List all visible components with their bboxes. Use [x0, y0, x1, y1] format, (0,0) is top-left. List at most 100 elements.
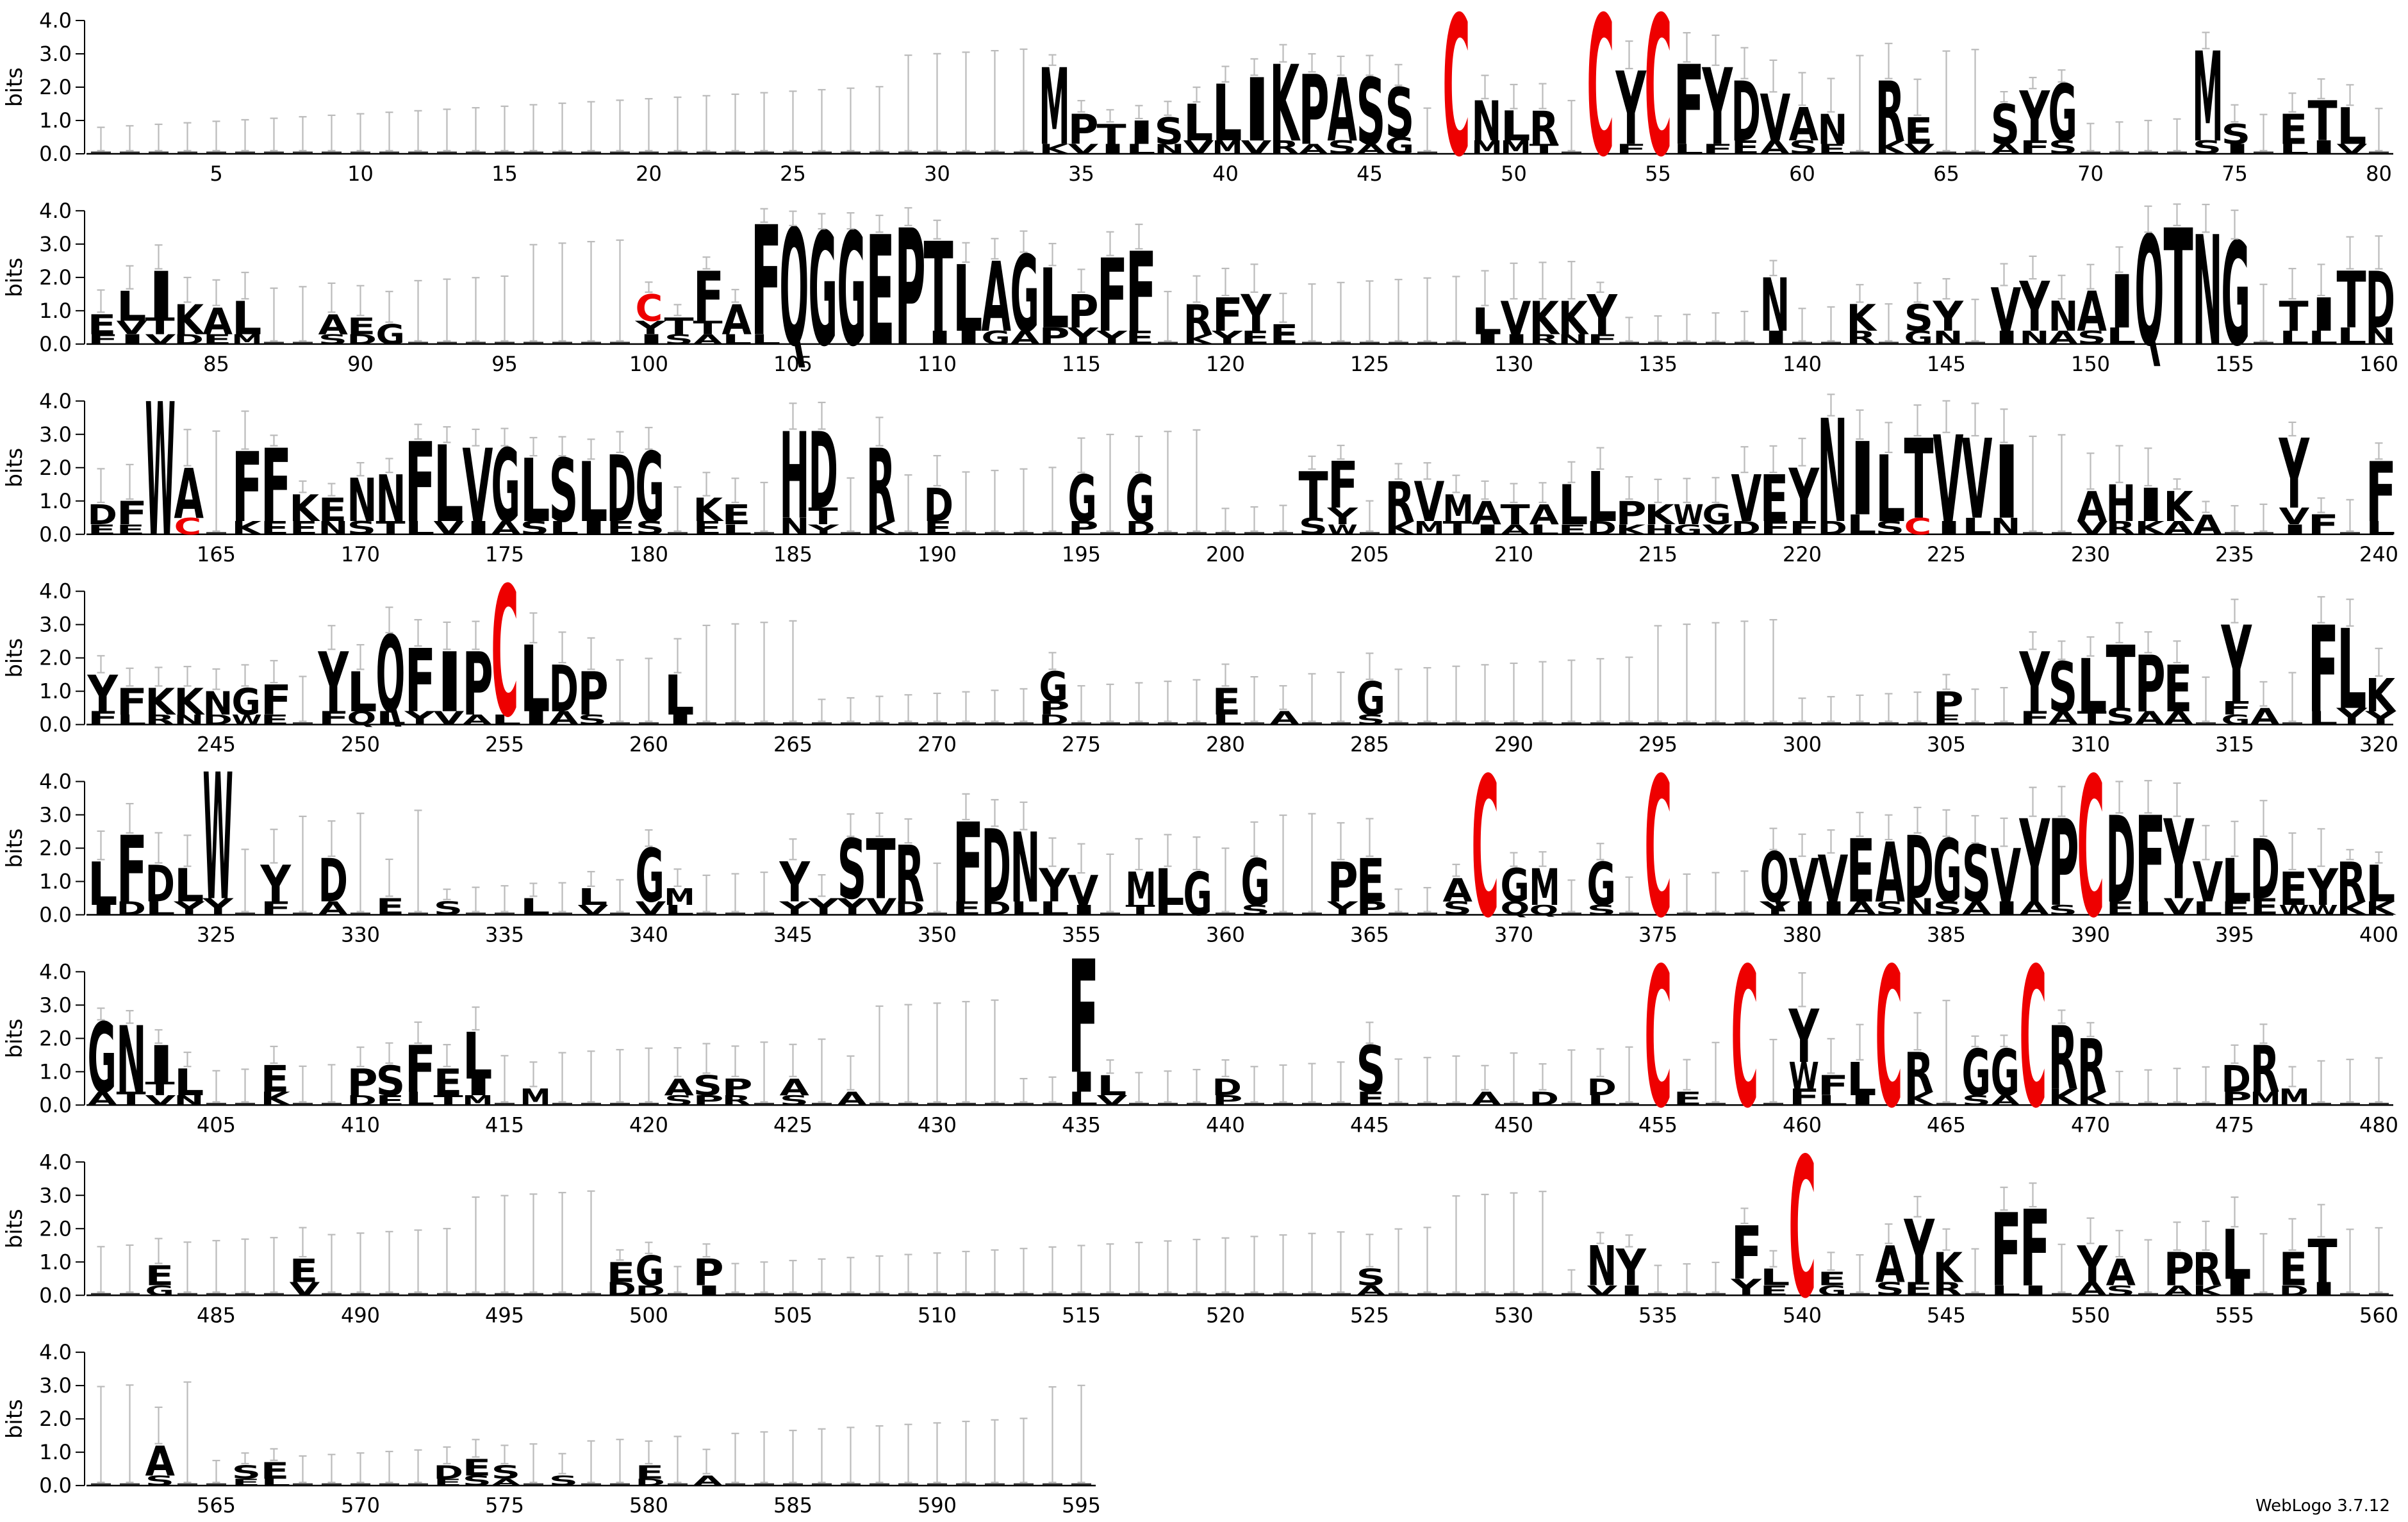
svg-text:S: S [2049, 902, 2078, 918]
svg-text:T: T [2077, 708, 2107, 729]
svg-text:I: I [666, 712, 694, 728]
svg-text:L: L [174, 860, 204, 913]
svg-text:A: A [1530, 500, 1560, 531]
svg-text:V: V [866, 893, 897, 920]
svg-text:G: G [1183, 859, 1212, 929]
svg-text:590: 590 [918, 1493, 957, 1518]
svg-text:F: F [405, 631, 436, 732]
svg-text:V: V [1962, 417, 1993, 544]
svg-text:0.0: 0.0 [39, 1093, 72, 1117]
svg-text:E: E [1847, 822, 1876, 923]
svg-text:I: I [926, 327, 953, 348]
svg-text:F: F [2020, 1188, 2051, 1311]
svg-text:520: 520 [1206, 1303, 1245, 1327]
svg-text:A: A [1357, 141, 1387, 157]
svg-text:M: M [664, 884, 695, 911]
svg-text:120: 120 [1206, 352, 1245, 376]
svg-text:H: H [1645, 522, 1675, 538]
svg-text:P: P [1933, 685, 1964, 722]
svg-text:E: E [1126, 327, 1155, 348]
svg-text:C: C [636, 286, 663, 329]
svg-text:S: S [1241, 902, 1271, 918]
svg-text:F: F [1587, 331, 1619, 347]
svg-text:S: S [837, 822, 867, 918]
svg-text:570: 570 [341, 1493, 380, 1518]
svg-text:E: E [1760, 462, 1789, 536]
svg-text:S: S [1443, 898, 1472, 920]
svg-text:I: I [1070, 902, 1098, 918]
svg-text:C: C [1904, 513, 1932, 540]
svg-text:D: D [2222, 1059, 2251, 1101]
svg-text:K: K [232, 518, 263, 539]
svg-text:L: L [1212, 712, 1242, 728]
svg-text:E: E [2222, 898, 2250, 919]
svg-text:N: N [1933, 327, 1963, 349]
svg-text:I: I [955, 327, 982, 348]
svg-text:S: S [1357, 712, 1386, 728]
svg-text:E: E [722, 499, 751, 531]
svg-text:E: E [866, 204, 895, 380]
svg-text:M: M [1039, 46, 1070, 169]
svg-text:V: V [1183, 137, 1214, 158]
svg-text:P: P [1212, 1093, 1243, 1109]
svg-text:500: 500 [629, 1303, 668, 1327]
svg-text:1.0: 1.0 [39, 679, 72, 704]
svg-text:T: T [145, 1079, 176, 1100]
svg-text:L: L [1183, 94, 1214, 153]
svg-text:D: D [117, 898, 146, 920]
svg-text:430: 430 [918, 1113, 957, 1137]
svg-text:L: L [232, 292, 262, 345]
svg-text:V: V [1241, 137, 1272, 158]
svg-text:G: G [1904, 327, 1933, 349]
svg-text:L: L [1155, 858, 1185, 917]
svg-text:510: 510 [918, 1303, 957, 1327]
svg-text:L: L [117, 283, 147, 331]
svg-text:L: L [88, 850, 118, 919]
svg-text:L: L [145, 898, 176, 919]
svg-text:Y: Y [1701, 47, 1733, 169]
svg-text:Y: Y [1903, 1202, 1935, 1303]
svg-text:325: 325 [197, 923, 236, 947]
svg-text:V: V [463, 428, 493, 545]
svg-text:45: 45 [1357, 161, 1383, 186]
svg-text:D: D [2106, 792, 2136, 930]
svg-text:400: 400 [2359, 923, 2398, 947]
svg-text:D: D [1731, 518, 1761, 539]
svg-text:L: L [1472, 300, 1502, 343]
svg-text:M: M [2193, 27, 2223, 170]
svg-text:315: 315 [2215, 732, 2254, 757]
svg-text:R: R [1876, 64, 1905, 160]
svg-text:Y: Y [2278, 420, 2309, 531]
svg-text:2.0: 2.0 [39, 75, 72, 99]
svg-text:A: A [1270, 708, 1300, 729]
svg-text:I: I [580, 517, 607, 538]
svg-text:3.0: 3.0 [39, 1373, 72, 1398]
svg-text:I: I [436, 635, 463, 731]
svg-text:K: K [2366, 669, 2397, 722]
svg-text:N: N [347, 467, 377, 536]
svg-text:D: D [434, 1462, 463, 1484]
svg-text:S: S [578, 712, 607, 728]
svg-text:V: V [145, 1093, 176, 1109]
svg-text:Y: Y [1788, 454, 1820, 538]
svg-text:145: 145 [1927, 352, 1966, 376]
svg-text:420: 420 [629, 1113, 668, 1137]
svg-text:K: K [290, 487, 321, 529]
svg-text:V: V [1414, 470, 1445, 534]
svg-text:L: L [2279, 327, 2309, 349]
svg-text:E: E [2279, 106, 2308, 154]
svg-text:I: I [1128, 114, 1155, 151]
svg-text:M: M [1414, 518, 1445, 539]
svg-text:bits: bits [2, 1399, 28, 1439]
svg-text:F: F [232, 432, 263, 544]
svg-text:Q: Q [780, 195, 809, 383]
svg-text:0.0: 0.0 [39, 142, 72, 166]
svg-text:S: S [1876, 1278, 1905, 1300]
svg-text:460: 460 [1783, 1113, 1822, 1137]
svg-text:G: G [1126, 462, 1155, 536]
svg-text:C: C [1472, 737, 1499, 960]
svg-text:I: I [147, 1036, 175, 1094]
svg-text:535: 535 [1638, 1303, 1678, 1327]
svg-text:A: A [2193, 509, 2223, 541]
svg-text:2.0: 2.0 [39, 1216, 72, 1241]
